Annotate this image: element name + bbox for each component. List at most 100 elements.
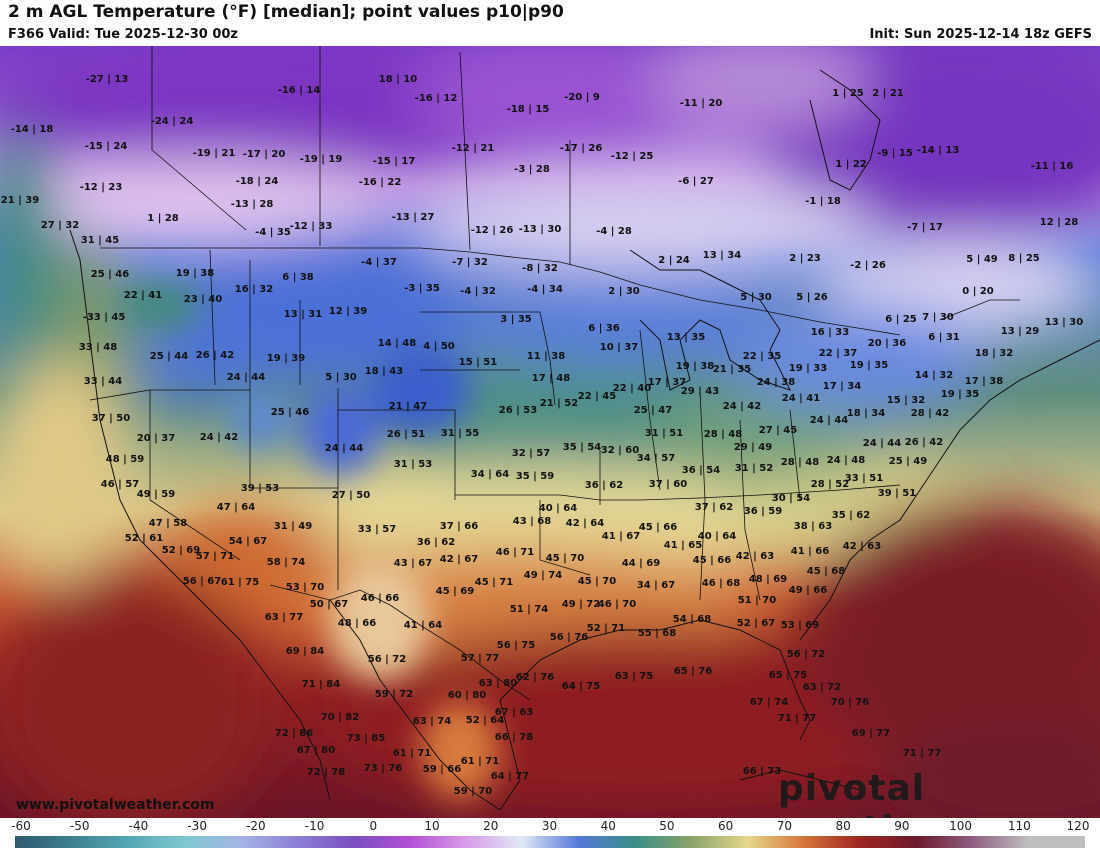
colorbar-tick-label: 70	[776, 819, 793, 833]
point-value-label: 57 | 77	[461, 653, 499, 664]
site-url-label[interactable]: www.pivotalweather.com	[16, 797, 215, 813]
point-value-label: 22 | 37	[819, 348, 857, 359]
point-value-label: 24 | 41	[782, 393, 820, 404]
point-value-label: 54 | 68	[673, 614, 711, 625]
colorbar-segment	[409, 836, 467, 848]
point-value-label: 22 | 45	[578, 391, 616, 402]
point-value-label: 15 | 32	[887, 395, 925, 406]
point-value-label: 12 | 28	[1040, 217, 1078, 228]
point-value-label: 16 | 32	[235, 284, 273, 295]
point-value-label: 2 | 23	[789, 253, 821, 264]
colorbar-segment	[71, 836, 129, 848]
point-value-label: 48 | 66	[338, 618, 376, 629]
point-value-label: 29 | 49	[734, 442, 772, 453]
colorbar-tick-label: 110	[1007, 819, 1031, 833]
point-value-label: -6 | 27	[678, 176, 714, 187]
point-value-label: 43 | 68	[513, 516, 551, 527]
colorbar-segment	[578, 836, 635, 848]
point-value-label: 31 | 45	[81, 235, 119, 246]
point-value-label: 24 | 44	[227, 372, 265, 383]
point-value-label: -14 | 18	[11, 124, 54, 135]
point-value-label: 46 | 66	[361, 593, 399, 604]
point-value-label: 24 | 44	[325, 443, 363, 454]
temperature-map[interactable]: -27 | 13 -16 | 14 18 | 10 -16 | 12 -20 | 9 -1…	[0, 46, 1100, 818]
point-value-label: 32 | 57	[512, 448, 550, 459]
point-value-label: 52 | 61	[125, 533, 163, 544]
point-value-label: 35 | 62	[832, 510, 870, 521]
point-value-label: 31 | 52	[735, 463, 773, 474]
point-value-label: 50 | 67	[310, 599, 348, 610]
point-value-label: 56 | 72	[368, 654, 406, 665]
point-value-label: 55 | 68	[638, 628, 676, 639]
point-value-label: 6 | 36	[588, 323, 620, 334]
point-value-label: 19 | 39	[267, 353, 305, 364]
point-value-label: -9 | 15	[877, 148, 913, 159]
point-value-label: 1 | 28	[147, 213, 179, 224]
colorbar-segment	[127, 836, 185, 848]
point-value-label: 19 | 35	[850, 360, 888, 371]
point-value-label: 18 | 34	[847, 408, 885, 419]
point-value-label: 33 | 48	[79, 342, 117, 353]
point-value-label: 66 | 73	[743, 766, 781, 777]
point-value-label: 27 | 45	[759, 425, 797, 436]
point-value-label: 14 | 48	[378, 338, 416, 349]
point-value-label: 16 | 33	[811, 327, 849, 338]
point-value-label: 6 | 38	[282, 272, 314, 283]
valid-time-label: F366 Valid: Tue 2025-12-30 00z	[8, 27, 238, 42]
point-value-label: 18 | 43	[365, 366, 403, 377]
colorbar-tick-label: 20	[483, 819, 499, 833]
point-value-label: 13 | 35	[667, 332, 705, 343]
point-value-label: 36 | 54	[682, 465, 720, 476]
point-value-label: 34 | 64	[471, 469, 509, 480]
point-value-label: 37 | 66	[440, 521, 478, 532]
point-value-label: 57 | 71	[196, 551, 234, 562]
point-value-label: 53 | 69	[781, 620, 819, 631]
point-value-label: -8 | 32	[522, 263, 558, 274]
point-value-label: 26 | 42	[196, 350, 234, 361]
colorbar-tick-label: -10	[304, 819, 325, 833]
point-value-label: 33 | 51	[845, 473, 883, 484]
point-value-label: 64 | 75	[562, 681, 600, 692]
point-value-label: -12 | 21	[452, 143, 495, 154]
point-value-label: -17 | 26	[560, 143, 603, 154]
point-value-label: 49 | 59	[137, 489, 175, 500]
point-value-label: 56 | 75	[497, 640, 535, 651]
point-value-label: 18 | 32	[975, 348, 1013, 359]
point-value-label: 48 | 59	[106, 454, 144, 465]
point-value-label: 19 | 38	[176, 268, 214, 279]
point-value-label: 28 | 48	[781, 457, 819, 468]
point-value-label: 18 | 10	[379, 74, 417, 85]
point-value-label: -4 | 35	[255, 227, 291, 238]
point-value-label: -19 | 19	[300, 154, 343, 165]
colorbar: -60 -50 -40 -30 -20 -10 0 10 20 30 40 50 60 70 80 90 100…	[0, 818, 1100, 850]
colorbar-segment	[916, 836, 973, 848]
point-value-label: 61 | 75	[221, 577, 259, 588]
map-title: 2 m AGL Temperature (°F) [median]; point…	[8, 2, 564, 22]
point-value-label: 45 | 66	[639, 522, 677, 533]
point-value-label: -3 | 28	[514, 164, 550, 175]
colorbar-segment	[803, 836, 861, 848]
point-value-label: -19 | 21	[193, 148, 236, 159]
point-value-label: 71 | 77	[778, 713, 816, 724]
point-value-label: 24 | 44	[810, 415, 848, 426]
point-value-label: 73 | 85	[347, 733, 385, 744]
colorbar-labels: -60 -50 -40 -30 -20 -10 0 10 20 30 40 50 60 70 80 90 100…	[0, 818, 1100, 834]
colorbar-segment	[859, 836, 917, 848]
point-value-label: 45 | 66	[693, 555, 731, 566]
colorbar-segment	[521, 836, 579, 848]
point-value-label: 30 | 54	[772, 493, 810, 504]
point-value-label: 25 | 47	[634, 405, 672, 416]
point-value-label: 51 | 74	[510, 604, 548, 615]
point-value-label: 64 | 77	[491, 771, 529, 782]
point-value-label: 56 | 72	[787, 649, 825, 660]
point-value-label: 29 | 43	[681, 386, 719, 397]
point-value-label: 10 | 37	[600, 342, 638, 353]
point-value-label: 28 | 42	[911, 408, 949, 419]
point-value-label: -15 | 24	[85, 141, 128, 152]
point-value-label: 1 | 22	[835, 159, 867, 170]
point-value-label: 12 | 39	[329, 306, 367, 317]
point-value-label: 52 | 69	[162, 545, 200, 556]
point-value-label: 40 | 64	[698, 531, 736, 542]
point-value-label: 21 | 35	[713, 364, 751, 375]
colorbar-tick-label: 30	[541, 819, 558, 833]
